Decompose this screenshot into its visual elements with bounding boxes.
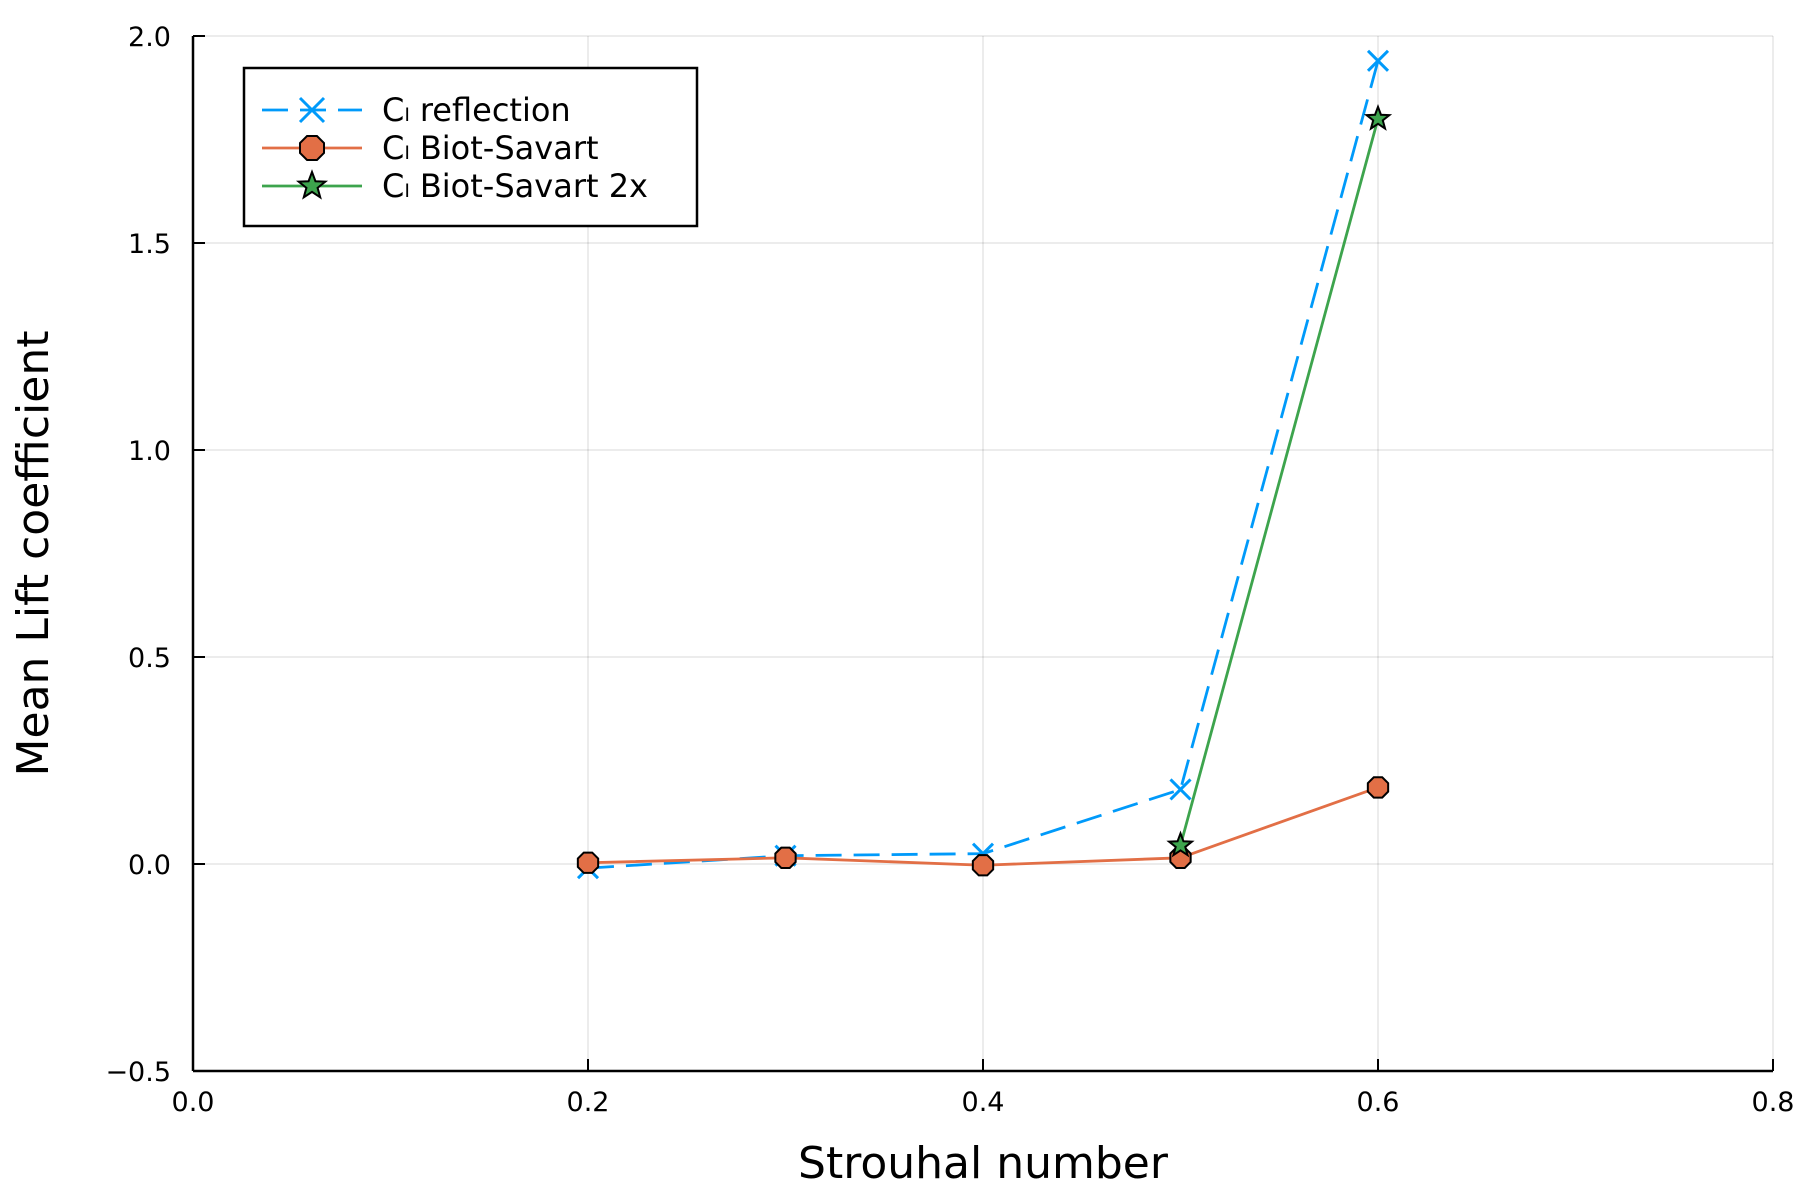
data-point (576, 851, 600, 874)
y-tick-label: 0.0 (128, 850, 171, 881)
data-point (1366, 49, 1390, 72)
data-point (971, 854, 995, 877)
data-point (774, 846, 797, 869)
legend-label-2: Cₗ Biot-Savart 2x (382, 167, 648, 205)
data-point (1366, 776, 1390, 799)
y-tick-label: 0.5 (128, 643, 171, 674)
legend-marker-2 (295, 169, 329, 200)
x-tick-label: 0.2 (567, 1087, 610, 1118)
y-tick-label: 1.5 (128, 229, 171, 260)
grid (192, 35, 1774, 1072)
y-tick-label: 1.0 (128, 436, 171, 467)
y-tick-label: −0.5 (105, 1057, 171, 1088)
y-tick-label: 2.0 (128, 22, 171, 53)
y-axis-title: Mean Lift coefficient (8, 331, 59, 777)
x-tick-label: 0.8 (1752, 1087, 1795, 1118)
legend-marker-1 (298, 134, 326, 162)
axes: 0.0 0.2 0.4 0.6 0.8−0.50.00.51.01.52.0 (105, 22, 1794, 1118)
x-axis-title: Strouhal number (798, 1138, 1169, 1189)
x-tick-label: 0.4 (962, 1087, 1005, 1118)
legend-marker-0 (298, 96, 326, 124)
data-point (1363, 103, 1393, 131)
data-point (1169, 778, 1192, 801)
x-tick-label: 0.6 (1357, 1087, 1400, 1118)
x-tick-label: 0.0 (172, 1087, 215, 1118)
series-layer (576, 49, 1393, 880)
series-line-2 (1179, 118, 1380, 846)
legend-label-1: Cₗ Biot-Savart (382, 129, 599, 167)
legend-label-0: Cₗ reflection (382, 91, 571, 129)
data-point (1166, 830, 1195, 858)
